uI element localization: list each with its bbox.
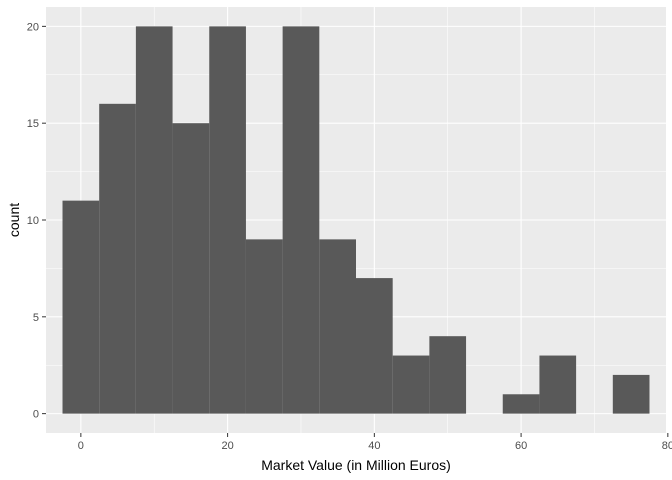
histogram-bar — [539, 355, 577, 414]
x-tick-label: 0 — [78, 440, 84, 452]
x-tick-label: 40 — [368, 440, 380, 452]
histogram-bar — [612, 374, 650, 414]
x-tick-label: 80 — [662, 440, 672, 452]
histogram-bar — [135, 26, 173, 414]
x-axis-ticks: 0 20 40 60 80 — [78, 433, 672, 452]
x-tick-label: 20 — [221, 440, 233, 452]
y-tick-label: 0 — [33, 409, 39, 421]
y-axis-ticks: 0 5 10 15 20 — [27, 21, 46, 421]
histogram-bar — [392, 355, 430, 414]
histogram-bar — [245, 239, 283, 414]
x-axis-title: Market Value (in Million Euros) — [261, 457, 451, 473]
histogram-bar — [356, 278, 393, 414]
y-tick-label: 5 — [33, 312, 39, 324]
histogram-bar — [99, 103, 136, 414]
y-tick-label: 10 — [27, 215, 39, 227]
histogram-bar — [172, 123, 210, 414]
y-axis-title: count — [6, 203, 22, 237]
histogram-bar — [502, 394, 540, 414]
histogram-bar — [62, 200, 100, 414]
histogram-bar — [319, 239, 356, 414]
histogram-bars — [62, 26, 650, 414]
x-tick-label: 60 — [515, 440, 527, 452]
y-tick-label: 15 — [27, 118, 39, 130]
y-tick-label: 20 — [27, 21, 39, 33]
histogram-bar — [429, 336, 467, 414]
histogram-bar — [282, 26, 320, 414]
histogram-bar — [209, 26, 246, 414]
